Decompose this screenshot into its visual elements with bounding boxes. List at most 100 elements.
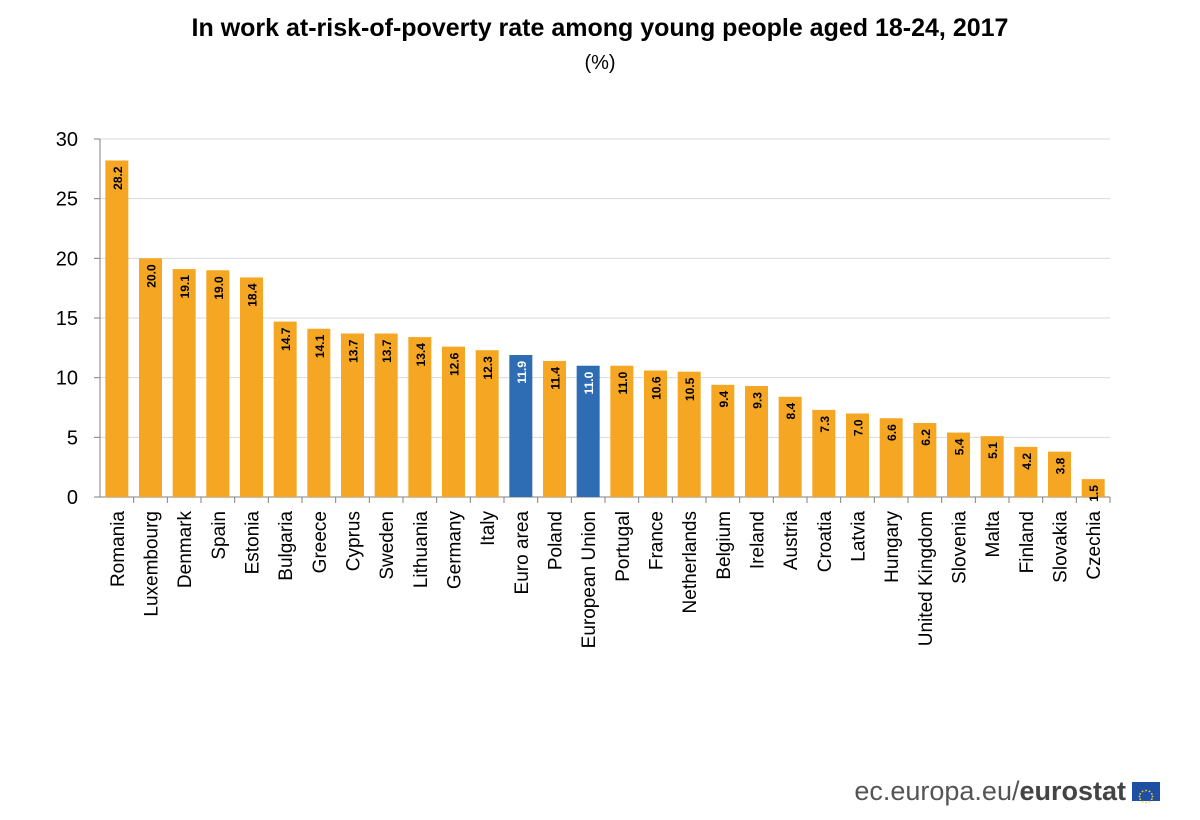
data-label: 1.5 [1087, 485, 1101, 502]
bar [408, 337, 432, 497]
bar [947, 432, 970, 497]
x-tick-label: Czechia [1084, 511, 1105, 580]
footer-source: ec.europa.eu/ [854, 776, 1020, 806]
y-tick-label: 20 [56, 248, 78, 270]
data-label: 6.6 [885, 424, 899, 441]
bar [1048, 451, 1071, 497]
x-tick-label: Belgium [714, 511, 735, 580]
x-tick-label: Estonia [243, 511, 264, 575]
bar [846, 413, 869, 497]
bar [913, 423, 937, 497]
bar [273, 321, 297, 497]
data-label: 11.9 [515, 361, 529, 384]
bar [576, 365, 600, 497]
bar [677, 371, 701, 497]
eu-flag-icon [1132, 782, 1160, 804]
bar [812, 409, 836, 497]
data-label: 19.1 [178, 275, 192, 299]
y-tick-label: 30 [56, 129, 78, 151]
bar [745, 386, 768, 497]
data-label: 9.4 [717, 391, 731, 408]
x-tick-label: Slovenia [950, 511, 971, 584]
data-label: 5.4 [953, 438, 967, 455]
x-tick-label: Euro area [512, 511, 533, 595]
footer-brand: eurostat [1019, 776, 1126, 806]
data-label: 9.3 [751, 392, 765, 409]
x-tick-label: Italy [478, 511, 499, 546]
x-tick-label: Cyprus [344, 511, 365, 571]
y-tick-label: 0 [67, 487, 78, 509]
bar [475, 350, 499, 497]
data-label: 14.7 [279, 327, 293, 351]
x-tick-label: France [647, 511, 668, 570]
data-label: 20.0 [145, 264, 159, 288]
data-label: 10.6 [650, 376, 664, 400]
x-tick-label: Germany [445, 511, 466, 590]
footer: ec.europa.eu/eurostat [854, 776, 1160, 807]
data-label: 7.3 [818, 416, 832, 433]
x-tick-label: Romania [108, 511, 129, 587]
x-tick-label: Portugal [613, 511, 634, 582]
bar [341, 333, 364, 497]
bar [442, 346, 465, 497]
y-tick-label: 5 [67, 427, 78, 449]
y-tick-label: 15 [56, 308, 78, 330]
data-label: 3.8 [1054, 457, 1068, 474]
x-tick-label: Austria [781, 511, 802, 571]
x-tick-label: Denmark [175, 511, 196, 589]
x-tick-label: Lithuania [411, 511, 432, 589]
y-tick-label: 10 [56, 368, 78, 390]
bar [543, 360, 566, 497]
data-label: 11.0 [616, 371, 630, 394]
x-tick-label: Greece [310, 511, 331, 573]
x-tick-label: Finland [1017, 511, 1038, 573]
data-label: 12.6 [448, 352, 462, 376]
bar [1014, 446, 1038, 497]
x-tick-label: Ireland [748, 511, 769, 569]
data-label: 10.5 [683, 377, 697, 401]
x-tick-label: Sweden [377, 511, 398, 580]
data-label: 12.3 [481, 356, 495, 380]
data-label: 14.1 [313, 334, 327, 358]
x-tick-label: Malta [983, 511, 1004, 558]
data-label: 11.0 [582, 371, 596, 394]
data-label: 13.4 [414, 343, 428, 367]
chart-subtitle: (%) [584, 52, 616, 74]
data-label: 19.0 [212, 276, 226, 300]
bar [644, 370, 667, 497]
data-label: 8.4 [784, 402, 798, 419]
x-tick-label: United Kingdom [916, 511, 937, 646]
x-tick-label: Luxembourg [142, 511, 163, 617]
x-tick-label: Latvia [849, 511, 870, 562]
bar [1081, 479, 1105, 497]
data-label: 13.7 [347, 339, 361, 363]
bar [980, 436, 1004, 497]
bar [509, 354, 533, 497]
data-label: 4.2 [1020, 453, 1034, 470]
bar [374, 333, 398, 497]
data-label: 6.2 [919, 429, 933, 446]
data-label: 18.4 [246, 283, 260, 307]
bar [172, 269, 196, 497]
data-label: 5.1 [986, 442, 1000, 459]
bar [778, 396, 802, 497]
bar [139, 258, 162, 497]
x-tick-label: Bulgaria [276, 511, 297, 581]
x-tick-label: Poland [546, 511, 567, 570]
bar [105, 160, 129, 498]
x-tick-label: European Union [579, 511, 600, 648]
chart-title: In work at-risk-of-poverty rate among yo… [191, 14, 1009, 42]
data-label: 11.4 [549, 367, 563, 390]
x-tick-label: Slovakia [1051, 511, 1072, 583]
x-tick-label: Hungary [882, 511, 903, 583]
data-label: 7.0 [852, 419, 866, 436]
y-tick-label: 25 [56, 189, 78, 211]
data-label: 28.2 [111, 166, 125, 190]
bar [711, 384, 735, 497]
data-label: 13.7 [380, 339, 394, 363]
bar [240, 277, 263, 497]
bar [307, 328, 331, 497]
bar [879, 418, 903, 497]
x-tick-label: Spain [209, 511, 230, 560]
